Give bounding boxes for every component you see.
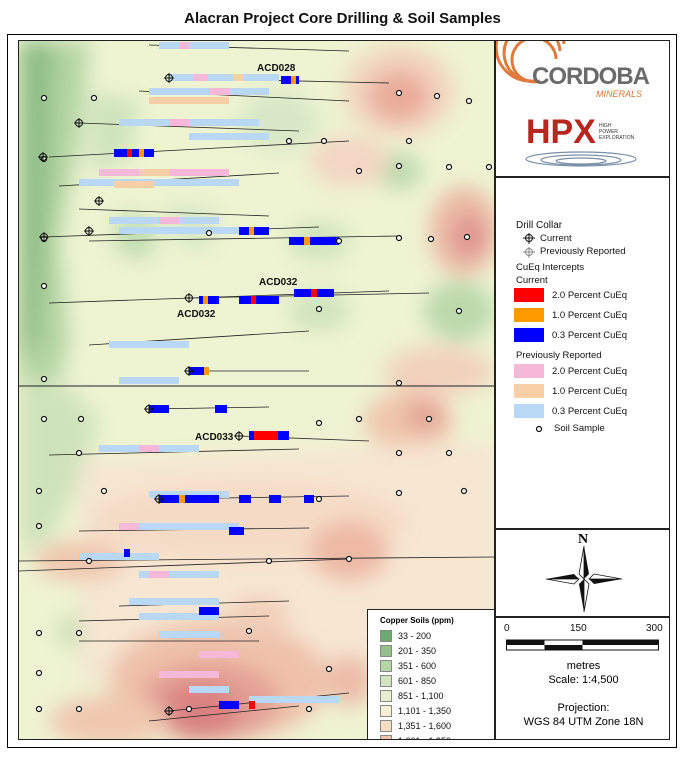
hole-label-acd033: ACD033 <box>195 432 234 443</box>
legend-prev-subheading: Previously Reported <box>516 350 602 361</box>
copper-class-swatch <box>380 690 392 702</box>
current-cueq-label: 1.0 Percent CuEq <box>552 310 627 321</box>
cordoba-sub: MINERALS <box>596 89 643 99</box>
current-cueq-swatch <box>514 288 544 302</box>
copper-class-label: 1,601 - 1,950 <box>398 736 451 739</box>
legend-cueq-heading: CuEq Intercepts <box>516 262 585 273</box>
copper-class-label: 601 - 850 <box>398 676 437 686</box>
scale-unit: metres <box>566 660 601 672</box>
scale-bar <box>506 639 659 651</box>
legend-panel: Drill Collar Current Previously Reported… <box>495 177 670 529</box>
scale-tick-0: 0 <box>504 623 510 634</box>
scale-ratio: Scale: 1:4,500 <box>548 674 619 686</box>
legend-previously-reported: Previously Reported <box>540 246 626 257</box>
scale-panel: 0 150 300 metres Scale: 1:4,500 Projecti… <box>495 617 670 740</box>
copper-class-swatch <box>380 675 392 687</box>
hpx-name: HPX <box>526 113 596 151</box>
map-frame <box>7 34 677 748</box>
copper-soils-heading: Copper Soils (ppm) <box>380 616 454 625</box>
hpx-subtitle: HIGH POWER EXPLORATION <box>599 123 634 141</box>
copper-class-label: 1,101 - 1,350 <box>398 706 452 716</box>
copper-class-swatch <box>380 735 392 739</box>
projection-label: Projection: <box>557 702 610 714</box>
current-cueq-label: 2.0 Percent CuEq <box>552 290 627 301</box>
legend-current-subheading: Current <box>516 275 548 286</box>
hole-label-acd032-upper: ACD032 <box>259 277 298 288</box>
previous-intercepts <box>79 42 339 703</box>
prev-cueq-label: 2.0 Percent CuEq <box>552 366 627 377</box>
north-label: N <box>578 532 589 547</box>
copper-class-label: 351 - 600 <box>398 661 437 671</box>
current-intercepts <box>114 76 339 709</box>
north-arrow-icon <box>546 546 622 612</box>
scale-tick-300: 300 <box>646 623 663 634</box>
prev-cueq-label: 1.0 Percent CuEq <box>552 386 627 397</box>
copper-class-label: 1,351 - 1,600 <box>398 721 452 731</box>
prev-cueq-swatch <box>514 384 544 398</box>
copper-class-swatch <box>380 645 392 657</box>
logo-panel: CORDOBA MINERALS HPX HIGH POWER EXPLORAT… <box>494 11 670 177</box>
prev-cueq-swatch <box>514 404 544 418</box>
drill-collars <box>38 73 244 716</box>
legend-soil-sample: Soil Sample <box>554 423 605 434</box>
scale-tick-150: 150 <box>570 623 587 634</box>
copper-soils-legend: Copper Soils (ppm) 33 - 200 201 - 350 351 … <box>367 609 494 739</box>
north-panel: N <box>495 529 670 617</box>
copper-class-label: 851 - 1,100 <box>398 691 444 701</box>
current-cueq-swatch <box>514 328 544 342</box>
projection-value: WGS 84 UTM Zone 18N <box>523 716 644 728</box>
map-title: Alacran Project Core Drilling & Soil Sam… <box>184 10 501 27</box>
current-cueq-label: 0.3 Percent CuEq <box>552 330 627 341</box>
legend-drill-collar-heading: Drill Collar <box>516 220 563 231</box>
hole-label-acd032-lower: ACD032 <box>177 309 216 320</box>
copper-class-label: 33 - 200 <box>398 631 432 641</box>
copper-class-swatch <box>380 630 392 642</box>
hpx-water-icon <box>525 151 637 167</box>
hole-label-acd028: ACD028 <box>257 63 296 74</box>
prev-cueq-swatch <box>514 364 544 378</box>
current-cueq-swatch <box>514 308 544 322</box>
copper-class-swatch <box>380 660 392 672</box>
prev-cueq-label: 0.3 Percent CuEq <box>552 406 627 417</box>
hpx-sub-3: EXPLORATION <box>599 135 635 141</box>
hpx-sub-1: HIGH <box>599 123 612 129</box>
legend-collar-icons <box>523 233 535 258</box>
hpx-sub-2: POWER <box>599 129 618 135</box>
legend-current: Current <box>540 233 572 244</box>
soil-sample-icon <box>535 425 543 433</box>
soil-samples <box>35 89 493 713</box>
copper-class-swatch <box>380 705 392 717</box>
map-area[interactable]: ACD028 ACD032 ACD032 ACD033 Copper Soils… <box>18 40 495 740</box>
copper-class-swatch <box>380 720 392 732</box>
cordoba-name: CORDOBA <box>532 63 650 90</box>
copper-class-label: 201 - 350 <box>398 646 437 656</box>
